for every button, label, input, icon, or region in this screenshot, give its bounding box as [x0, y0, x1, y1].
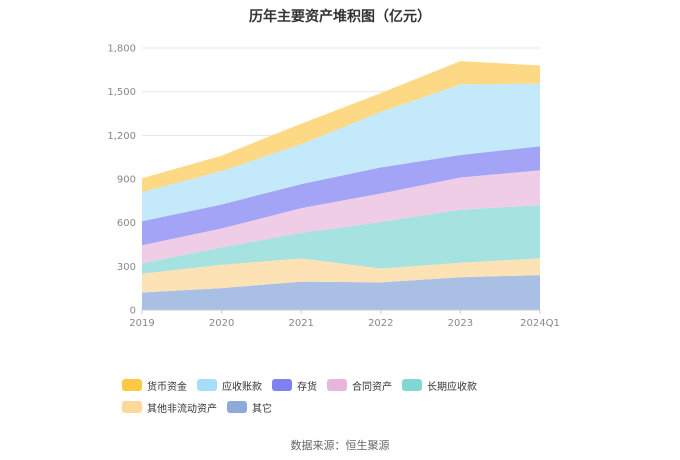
legend-item[interactable]: 货币资金 — [122, 378, 187, 393]
x-tick-label: 2020 — [209, 318, 234, 329]
legend-label: 应收账款 — [222, 381, 262, 393]
y-tick-label: 1,800 — [107, 44, 136, 55]
legend-label: 货币资金 — [147, 381, 187, 393]
legend-label: 存货 — [297, 381, 317, 393]
area-series[interactable] — [142, 205, 540, 274]
area-series[interactable] — [142, 275, 540, 310]
y-tick-label: 600 — [117, 218, 136, 229]
legend-item[interactable]: 其他非流动资产 — [122, 400, 217, 415]
legend-swatch — [272, 379, 292, 391]
legend-item[interactable]: 应收账款 — [197, 378, 262, 393]
x-tick-label: 2019 — [129, 318, 154, 329]
legend: 货币资金 应收账款 存货 合同资产 长期应收款其他非流动资产 其它 — [122, 376, 582, 420]
legend-label: 其它 — [252, 403, 272, 415]
legend-item[interactable]: 其它 — [227, 400, 272, 415]
legend-item[interactable]: 存货 — [272, 378, 317, 393]
legend-swatch — [122, 379, 142, 391]
y-tick-label: 300 — [117, 262, 136, 273]
area-series[interactable] — [142, 83, 540, 222]
x-tick-label: 2024Q1 — [520, 318, 560, 329]
y-tick-label: 1,200 — [107, 131, 136, 142]
x-tick-label: 2023 — [448, 318, 473, 329]
area-series[interactable] — [142, 61, 540, 193]
data-source: 数据来源：恒生聚源 — [290, 439, 390, 452]
legend-label: 长期应收款 — [427, 381, 477, 393]
x-tick-label: 2021 — [288, 318, 313, 329]
y-tick-label: 1,500 — [107, 87, 136, 98]
x-tick-label: 2022 — [368, 318, 393, 329]
chart-title: 历年主要资产堆积图（亿元） — [249, 9, 431, 25]
area-series[interactable] — [142, 146, 540, 246]
legend-swatch — [327, 379, 347, 391]
y-tick-label: 0 — [130, 306, 136, 317]
legend-label: 其他非流动资产 — [147, 403, 217, 415]
area-series[interactable] — [142, 170, 540, 264]
legend-swatch — [227, 401, 247, 413]
legend-swatch — [197, 379, 217, 391]
legend-swatch — [402, 379, 422, 391]
legend-swatch — [122, 401, 142, 413]
area-series[interactable] — [142, 258, 540, 293]
legend-label: 合同资产 — [352, 381, 392, 393]
legend-item[interactable]: 长期应收款 — [402, 378, 477, 393]
legend-item[interactable]: 合同资产 — [327, 378, 392, 393]
y-tick-label: 900 — [117, 175, 136, 186]
